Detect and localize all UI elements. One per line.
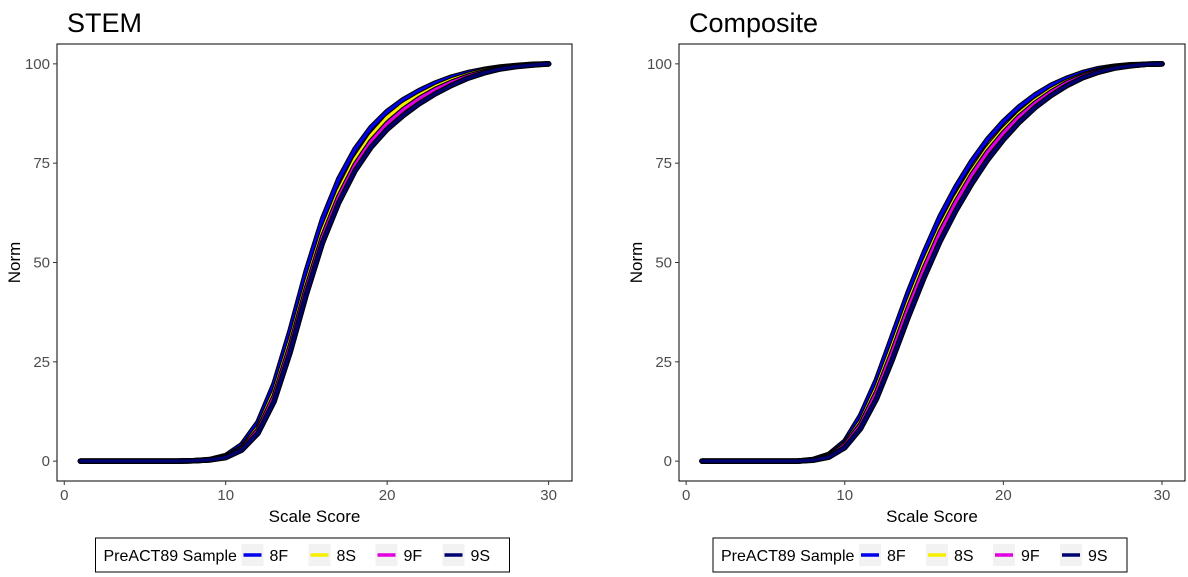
y-axis-title: Norm	[627, 242, 646, 284]
chart-title: STEM	[67, 8, 142, 38]
y-tick-label: 75	[33, 155, 50, 172]
x-tick-label: 20	[379, 487, 396, 504]
legend-label-8F: 8F	[270, 548, 289, 565]
y-tick-label: 75	[655, 155, 672, 172]
legend-label-9S: 9S	[1088, 548, 1108, 565]
y-tick-label: 25	[655, 354, 672, 371]
chart-panel-stem: STEM 0 25 50 75 100 0 10 20 30 Scale Score Norm PreA…	[5, 8, 573, 573]
legend-label-9S: 9S	[471, 548, 491, 565]
y-tick-label: 0	[42, 453, 50, 470]
x-tick-label: 10	[217, 487, 234, 504]
x-axis-title: Scale Score	[886, 507, 978, 526]
y-tick-label: 25	[33, 354, 50, 371]
chart-title: Composite	[689, 8, 818, 38]
series-outline-9S	[77, 61, 552, 464]
x-tick-label: 0	[682, 487, 690, 504]
legend-label-8F: 8F	[887, 548, 906, 565]
legend-label-8S: 8S	[954, 548, 974, 565]
x-tick-label: 10	[836, 487, 853, 504]
y-tick-label: 100	[25, 56, 50, 73]
legend-label-8S: 8S	[337, 548, 357, 565]
legend-title: PreACT89 Sample	[104, 548, 237, 565]
series-line-9S	[700, 62, 1164, 463]
y-tick-label: 50	[33, 255, 50, 272]
chart-svg-stem: STEM 0 25 50 75 100 0 10 20 30 Scale Score Norm PreA…	[5, 8, 573, 573]
y-tick-label: 0	[664, 453, 672, 470]
chart-panel-composite: Composite 0 25 50 75 100 0 10 20 30 Scale Score Nor…	[594, 0, 1188, 577]
x-tick-label: 20	[995, 487, 1012, 504]
y-tick-label: 50	[655, 255, 672, 272]
series-line-9S	[78, 62, 551, 463]
x-tick-label: 30	[1154, 487, 1171, 504]
legend-label-9F: 9F	[404, 548, 423, 565]
legend-label-9F: 9F	[1021, 548, 1040, 565]
y-tick-label: 100	[647, 56, 672, 73]
legend-box	[95, 537, 510, 573]
x-tick-label: 30	[540, 487, 557, 504]
x-axis-title: Scale Score	[269, 507, 361, 526]
chart-svg-composite: Composite 0 25 50 75 100 0 10 20 30 Scale Score Nor…	[627, 8, 1186, 573]
legend-box	[712, 537, 1128, 573]
y-axis-title: Norm	[5, 242, 24, 284]
x-tick-label: 0	[60, 487, 68, 504]
legend-title: PreACT89 Sample	[721, 548, 854, 565]
